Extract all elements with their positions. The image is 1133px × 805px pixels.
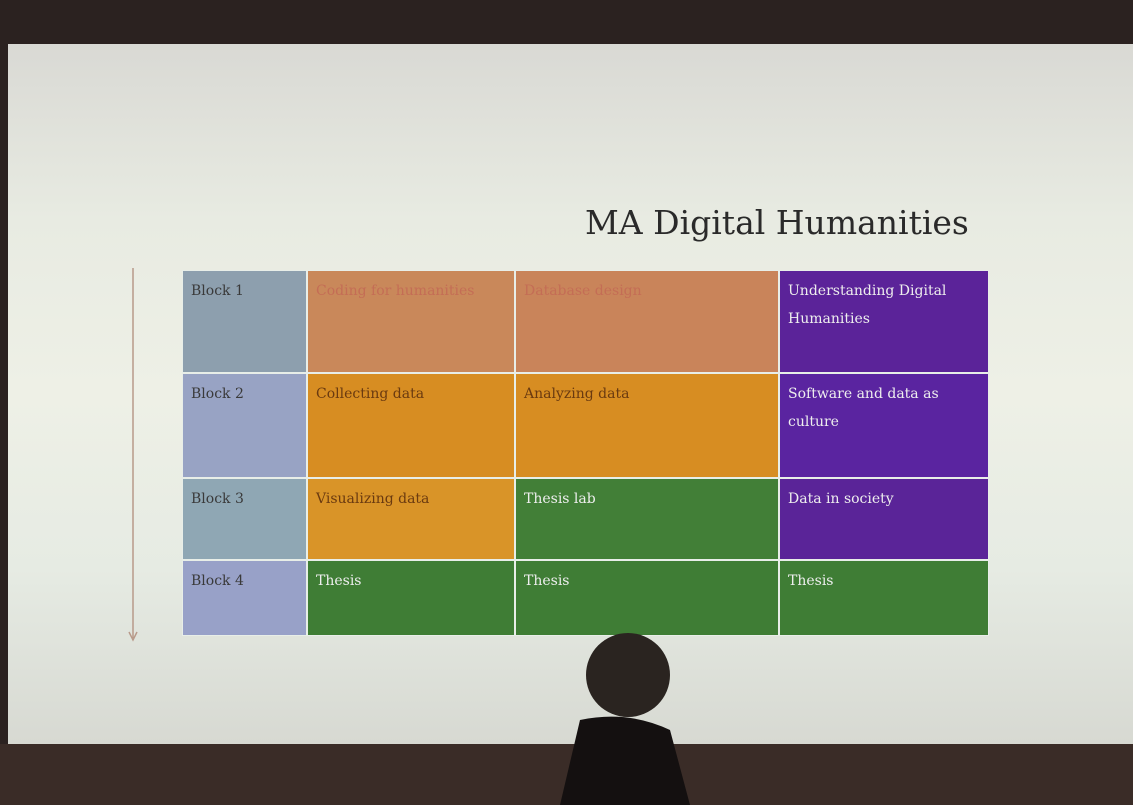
- course-cell: Thesis: [515, 560, 779, 636]
- course-cell: Thesis: [779, 560, 989, 636]
- course-cell: Coding for humanities: [307, 270, 515, 373]
- course-cell: Collecting data: [307, 373, 515, 478]
- slide-title: MA Digital Humanities: [585, 203, 969, 242]
- course-cell: Analyzing data: [515, 373, 779, 478]
- course-cell: Visualizing data: [307, 478, 515, 560]
- block-label: Block 1: [182, 270, 307, 373]
- block-label: Block 4: [182, 560, 307, 636]
- course-cell: Database design: [515, 270, 779, 373]
- course-cell: Understanding Digital Humanities: [779, 270, 989, 373]
- course-cell: Thesis: [307, 560, 515, 636]
- block-label: Block 2: [182, 373, 307, 478]
- course-cell: Data in society: [779, 478, 989, 560]
- block-label: Block 3: [182, 478, 307, 560]
- course-cell: Thesis lab: [515, 478, 779, 560]
- course-cell: Software and data as culture: [779, 373, 989, 478]
- person-silhouette: [560, 633, 690, 805]
- timeline-arrow: [128, 268, 138, 642]
